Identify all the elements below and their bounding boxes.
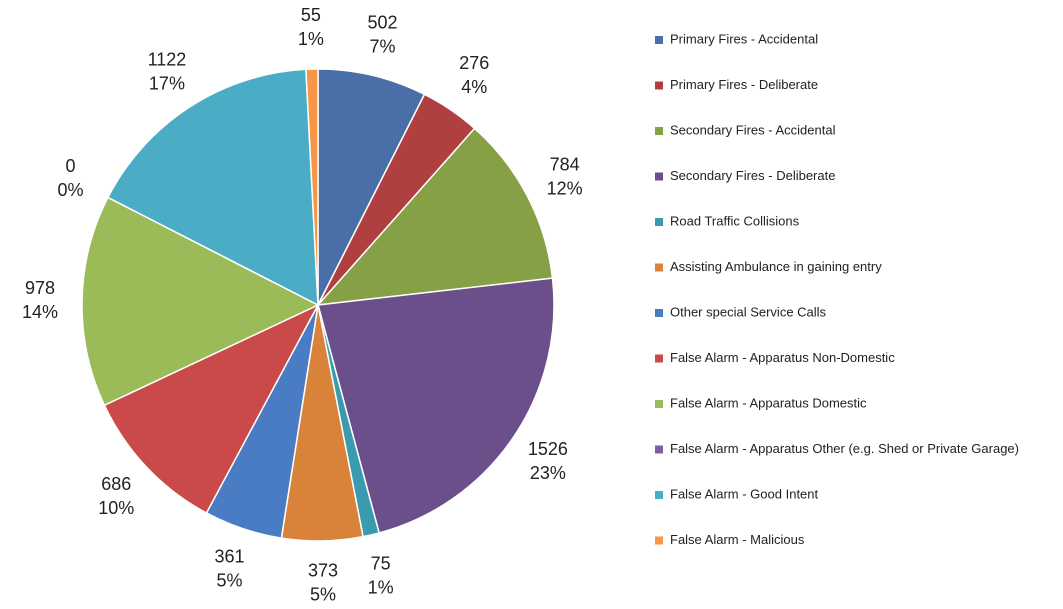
legend-label: Secondary Fires - Accidental: [670, 122, 836, 137]
percent-label: 7%: [369, 36, 395, 56]
legend-swatch: [655, 445, 663, 454]
percent-label: 1%: [368, 578, 394, 598]
pie-slice: [103, 303, 320, 514]
legend-label: False Alarm - Good Intent: [670, 486, 819, 501]
value-label: 361: [214, 546, 244, 566]
value-label: 276: [459, 53, 489, 73]
value-label: 978: [25, 278, 55, 298]
legend-swatch: [655, 354, 663, 363]
value-label: 686: [101, 474, 131, 494]
percent-label: 10%: [98, 498, 134, 518]
legend-swatch: [655, 172, 663, 181]
value-label: 502: [367, 12, 397, 32]
legend-label: Road Traffic Collisions: [670, 213, 800, 228]
percent-label: 14%: [22, 302, 58, 322]
value-label: 0: [66, 156, 76, 176]
pie-slice: [317, 68, 426, 306]
legend-swatch: [655, 309, 663, 317]
value-label: 55: [301, 5, 321, 25]
legend-swatch: [655, 81, 663, 90]
value-label: 75: [371, 554, 391, 574]
percent-label: 12%: [547, 178, 583, 198]
legend-label: Assisting Ambulance in gaining entry: [670, 259, 882, 274]
legend-label: False Alarm - Apparatus Other (e.g. Shed…: [670, 441, 1019, 456]
legend-label: False Alarm - Malicious: [670, 532, 805, 547]
legend-swatch: [655, 536, 663, 545]
value-label: 1122: [148, 49, 187, 69]
legend-swatch: [655, 491, 663, 499]
pie-slice: [317, 277, 555, 534]
legend-label: Other special Service Calls: [670, 304, 827, 319]
legend-label: Primary Fires - Accidental: [670, 31, 818, 46]
percent-label: 4%: [461, 77, 487, 97]
pie-slice: [106, 68, 319, 307]
legend-label: Primary Fires - Deliberate: [670, 77, 818, 92]
legend-label: Secondary Fires - Deliberate: [670, 168, 835, 183]
value-label: 784: [550, 154, 580, 174]
value-label: 1526: [528, 439, 568, 459]
percent-label: 5%: [216, 570, 242, 590]
pie-slice: [81, 196, 320, 407]
percent-label: 23%: [530, 463, 566, 483]
percent-label: 17%: [149, 73, 185, 93]
legend-label: False Alarm - Apparatus Domestic: [670, 395, 867, 410]
legend-swatch: [655, 127, 663, 135]
value-label: 373: [308, 561, 338, 581]
legend-label: False Alarm - Apparatus Non-Domestic: [670, 350, 895, 365]
percent-label: 1%: [298, 29, 324, 49]
legend-swatch: [655, 263, 663, 272]
pie-slice: [316, 127, 554, 306]
legend-swatch: [655, 218, 663, 226]
legend-swatch: [655, 36, 663, 44]
legend-swatch: [655, 400, 663, 408]
percent-label: 0%: [58, 180, 84, 200]
pie-slice: [305, 68, 319, 306]
percent-label: 5%: [310, 585, 336, 604]
